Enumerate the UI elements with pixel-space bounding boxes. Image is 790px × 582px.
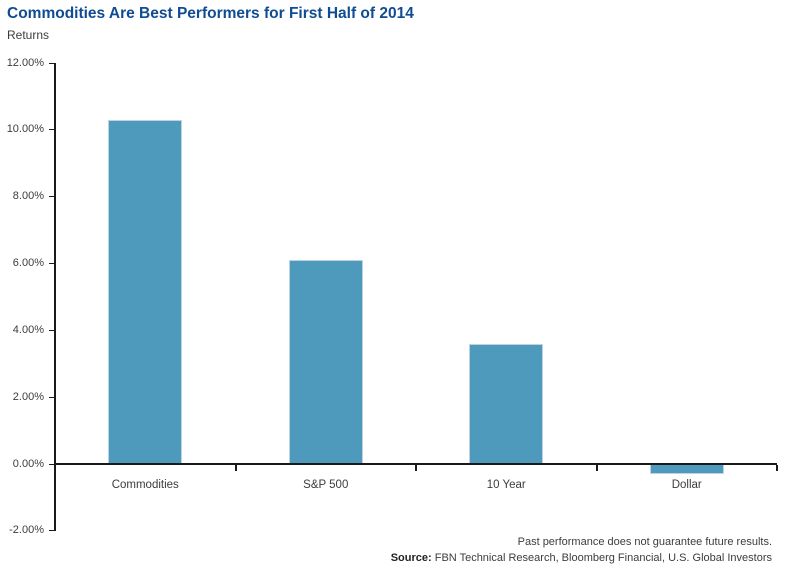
chart-title: Commodities Are Best Performers for Firs… bbox=[7, 5, 414, 22]
bar-s-p-500 bbox=[288, 260, 363, 464]
y-tick-label: 6.00% bbox=[12, 257, 44, 269]
y-tick-label: 4.00% bbox=[12, 323, 44, 336]
y-tick-label: 2.00% bbox=[12, 390, 44, 403]
y-tick-label: 0.00% bbox=[12, 457, 44, 470]
y-tick-label: 8.00% bbox=[12, 190, 44, 203]
y-axis-unit-label: Returns bbox=[7, 28, 50, 42]
y-axis-line bbox=[54, 63, 56, 531]
x-axis-label: 10 Year bbox=[486, 479, 526, 491]
y-tick-label: -2.00% bbox=[9, 524, 44, 537]
chart-footer: Past performance does not guarantee futu… bbox=[391, 534, 772, 566]
source-label: Source: bbox=[390, 552, 432, 564]
x-axis-label: Commodities bbox=[111, 479, 179, 491]
y-tick-mark bbox=[49, 396, 55, 398]
disclaimer-text: Past performance does not guarantee futu… bbox=[517, 536, 772, 548]
y-tick-label: 12.00% bbox=[6, 56, 44, 69]
bar-dollar bbox=[649, 464, 724, 475]
y-tick-mark bbox=[49, 463, 55, 465]
x-tick-mark bbox=[595, 465, 598, 471]
source-line: Source: FBN Technical Research, Bloomber… bbox=[391, 550, 772, 566]
x-axis-label: Dollar bbox=[671, 479, 702, 491]
y-tick-mark bbox=[49, 62, 55, 64]
x-axis-line bbox=[55, 463, 777, 465]
source-text: FBN Technical Research, Bloomberg Financ… bbox=[434, 552, 772, 564]
y-tick-mark bbox=[49, 129, 55, 131]
bar-10-year bbox=[469, 343, 544, 464]
y-tick-mark bbox=[49, 530, 55, 532]
bar-commodities bbox=[108, 119, 183, 464]
x-tick-mark bbox=[234, 465, 237, 471]
y-tick-label: 10.00% bbox=[6, 123, 44, 136]
x-tick-mark bbox=[415, 465, 417, 471]
x-tick-mark bbox=[776, 465, 778, 471]
y-tick-mark bbox=[49, 263, 55, 264]
y-tick-mark bbox=[49, 196, 55, 198]
y-tick-mark bbox=[49, 329, 55, 331]
x-axis-label: S&P 500 bbox=[303, 479, 349, 491]
